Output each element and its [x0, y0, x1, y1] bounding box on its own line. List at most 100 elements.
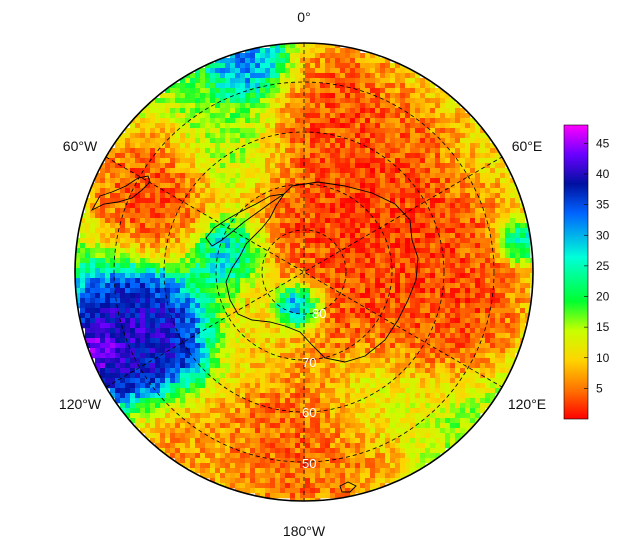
data-cell: [495, 183, 501, 189]
data-cell: [305, 133, 311, 139]
data-cell: [155, 123, 161, 129]
data-cell: [90, 273, 96, 279]
data-cell: [290, 353, 296, 359]
data-cell: [315, 168, 321, 174]
data-cell: [150, 328, 156, 334]
data-cell: [440, 348, 446, 354]
data-cell: [165, 318, 171, 324]
data-cell: [340, 203, 346, 209]
data-cell: [310, 283, 316, 289]
data-cell: [350, 173, 356, 179]
data-cell: [400, 103, 406, 109]
data-cell: [335, 308, 341, 314]
data-cell: [185, 108, 191, 114]
data-cell: [130, 133, 136, 139]
data-cell: [505, 223, 511, 229]
data-cell: [125, 323, 131, 329]
data-cell: [355, 278, 361, 284]
data-cell: [330, 348, 336, 354]
data-cell: [185, 348, 191, 354]
data-cell: [200, 348, 206, 354]
data-cell: [345, 128, 351, 134]
data-cell: [390, 328, 396, 334]
data-cell: [95, 323, 101, 329]
data-cell: [365, 83, 371, 89]
data-cell: [465, 273, 471, 279]
data-cell: [100, 233, 106, 239]
data-cell: [210, 268, 216, 274]
data-cell: [485, 188, 491, 194]
data-cell: [95, 173, 101, 179]
data-cell: [355, 323, 361, 329]
data-cell: [180, 343, 186, 349]
data-cell: [305, 58, 311, 64]
data-cell: [165, 233, 171, 239]
data-cell: [215, 338, 221, 344]
data-cell: [365, 173, 371, 179]
data-cell: [485, 343, 491, 349]
data-cell: [475, 123, 481, 129]
data-cell: [415, 348, 421, 354]
data-cell: [325, 278, 331, 284]
data-cell: [460, 198, 466, 204]
data-cell: [420, 218, 426, 224]
data-cell: [75, 268, 81, 274]
data-cell: [155, 118, 161, 124]
data-cell: [420, 178, 426, 184]
data-cell: [235, 73, 241, 79]
data-cell: [385, 128, 391, 134]
data-cell: [125, 148, 131, 154]
data-cell: [440, 153, 446, 159]
data-cell: [215, 123, 221, 129]
data-cell: [130, 348, 136, 354]
data-cell: [455, 233, 461, 239]
data-cell: [170, 308, 176, 314]
data-cell: [275, 323, 281, 329]
data-cell: [190, 168, 196, 174]
data-cell: [255, 298, 261, 304]
data-cell: [305, 93, 311, 99]
data-cell: [210, 173, 216, 179]
data-cell: [445, 103, 451, 109]
data-cell: [145, 238, 151, 244]
data-cell: [385, 248, 391, 254]
data-cell: [455, 153, 461, 159]
data-cell: [240, 278, 246, 284]
data-cell: [405, 338, 411, 344]
data-cell: [470, 278, 476, 284]
data-cell: [85, 338, 91, 344]
data-cell: [180, 348, 186, 354]
data-cell: [250, 333, 256, 339]
data-cell: [335, 218, 341, 224]
data-cell: [320, 153, 326, 159]
data-cell: [255, 163, 261, 169]
data-cell: [225, 183, 231, 189]
data-cell: [295, 343, 301, 349]
data-cell: [310, 58, 316, 64]
data-cell: [95, 268, 101, 274]
data-cell: [115, 148, 121, 154]
data-cell: [510, 223, 516, 229]
data-cell: [300, 283, 306, 289]
data-cell: [400, 213, 406, 219]
data-cell: [285, 78, 291, 84]
data-cell: [80, 298, 86, 304]
data-cell: [200, 148, 206, 154]
data-cell: [400, 83, 406, 89]
data-cell: [410, 223, 416, 229]
data-cell: [395, 293, 401, 299]
data-cell: [260, 193, 266, 199]
data-cell: [435, 128, 441, 134]
data-cell: [325, 248, 331, 254]
data-cell: [380, 138, 386, 144]
data-cell: [185, 323, 191, 329]
data-cell: [470, 158, 476, 164]
data-cell: [430, 288, 436, 294]
data-cell: [475, 353, 481, 359]
data-cell: [90, 213, 96, 219]
data-cell: [485, 303, 491, 309]
data-cell: [95, 338, 101, 344]
data-cell: [290, 53, 296, 59]
data-cell: [190, 348, 196, 354]
data-cell: [520, 263, 526, 269]
